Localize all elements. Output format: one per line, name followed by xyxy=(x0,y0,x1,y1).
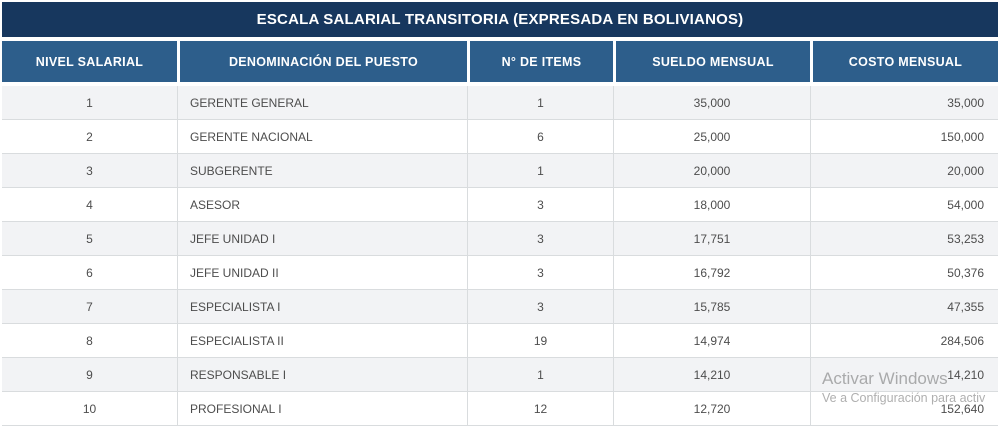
table-cell: JEFE UNIDAD II xyxy=(177,256,467,289)
table-cell: 8 xyxy=(86,333,93,348)
table-row: 2 GERENTE NACIONAL 6 25,000 150,000 xyxy=(2,120,998,154)
table-row: 4 ASESOR 3 18,000 54,000 xyxy=(2,188,998,222)
table-row: 8 ESPECIALISTA II 19 14,974 284,506 xyxy=(2,324,998,358)
table-cell: 5 xyxy=(86,231,93,246)
table-cell: 54,000 xyxy=(810,188,998,221)
table-row: 5 JEFE UNIDAD I 3 17,751 53,253 xyxy=(2,222,998,256)
table-cell: 284,506 xyxy=(810,324,998,357)
table-cell: 1 xyxy=(467,154,613,187)
table-cell: 16,792 xyxy=(613,256,810,289)
table-cell: 7 xyxy=(86,299,93,314)
table-cell: 18,000 xyxy=(613,188,810,221)
table-cell: 3 xyxy=(467,222,613,255)
table-cell: 10 xyxy=(82,401,97,416)
table-cell: 12 xyxy=(467,392,613,425)
table-cell: 3 xyxy=(86,163,93,178)
table-row: 7 ESPECIALISTA I 3 15,785 47,355 xyxy=(2,290,998,324)
table-cell: 12,720 xyxy=(613,392,810,425)
table-cell: ESPECIALISTA I xyxy=(177,290,467,323)
table-row: 6 JEFE UNIDAD II 3 16,792 50,376 xyxy=(2,256,998,290)
table-cell: 20,000 xyxy=(613,154,810,187)
table-cell: 1 xyxy=(467,358,613,391)
table-cell: 20,000 xyxy=(810,154,998,187)
table-cell: PROFESIONAL I xyxy=(177,392,467,425)
table-row: 3 SUBGERENTE 1 20,000 20,000 xyxy=(2,154,998,188)
table-cell: 17,751 xyxy=(613,222,810,255)
table-cell: 4 xyxy=(86,197,93,212)
table-cell: GERENTE NACIONAL xyxy=(177,120,467,153)
table-cell: 3 xyxy=(467,256,613,289)
table-cell: 47,355 xyxy=(810,290,998,323)
column-header-costo-mensual: COSTO MENSUAL xyxy=(810,41,998,82)
table-cell: 15,785 xyxy=(613,290,810,323)
table-title: ESCALA SALARIAL TRANSITORIA (EXPRESADA E… xyxy=(256,11,744,28)
table-cell: 150,000 xyxy=(810,120,998,153)
table-cell: ESPECIALISTA II xyxy=(177,324,467,357)
table-cell: 3 xyxy=(467,290,613,323)
column-header-n-de-items: N° DE ITEMS xyxy=(467,41,613,82)
table-title-bar: ESCALA SALARIAL TRANSITORIA (EXPRESADA E… xyxy=(2,2,998,37)
table-cell: ASESOR xyxy=(177,188,467,221)
table-cell: 14,210 xyxy=(810,358,998,391)
table-cell: 35,000 xyxy=(810,86,998,119)
table-cell: 35,000 xyxy=(613,86,810,119)
table-cell: JEFE UNIDAD I xyxy=(177,222,467,255)
table-cell: 19 xyxy=(467,324,613,357)
table-cell: 1 xyxy=(86,95,93,110)
table-header-row: NIVEL SALARIAL DENOMINACIÓN DEL PUESTO N° … xyxy=(2,41,998,82)
table-cell: 1 xyxy=(467,86,613,119)
table-cell: 6 xyxy=(86,265,93,280)
table-cell: 6 xyxy=(467,120,613,153)
table-cell: 25,000 xyxy=(613,120,810,153)
table-cell: 14,210 xyxy=(613,358,810,391)
table-cell: GERENTE GENERAL xyxy=(177,86,467,119)
table-row: 1 GERENTE GENERAL 1 35,000 35,000 xyxy=(2,86,998,120)
table-cell: SUBGERENTE xyxy=(177,154,467,187)
table-cell: 2 xyxy=(86,129,93,144)
column-header-denominaci-n-del-puesto: DENOMINACIÓN DEL PUESTO xyxy=(177,41,467,82)
table-cell: 3 xyxy=(467,188,613,221)
table-cell: 152,640 xyxy=(810,392,998,425)
table-cell: RESPONSABLE I xyxy=(177,358,467,391)
column-header-nivel-salarial: NIVEL SALARIAL xyxy=(2,41,177,82)
table-cell: 14,974 xyxy=(613,324,810,357)
table-cell: 50,376 xyxy=(810,256,998,289)
table-cell: 53,253 xyxy=(810,222,998,255)
table-cell: 9 xyxy=(86,367,93,382)
column-header-sueldo-mensual: SUELDO MENSUAL xyxy=(613,41,810,82)
table-body: 1 GERENTE GENERAL 1 35,000 35,000 2 GERENTE NA… xyxy=(2,86,998,426)
table-row: 9 RESPONSABLE I 1 14,210 14,210 xyxy=(2,358,998,392)
table-row: 10 PROFESIONAL I 12 12,720 152,640 xyxy=(2,392,998,426)
